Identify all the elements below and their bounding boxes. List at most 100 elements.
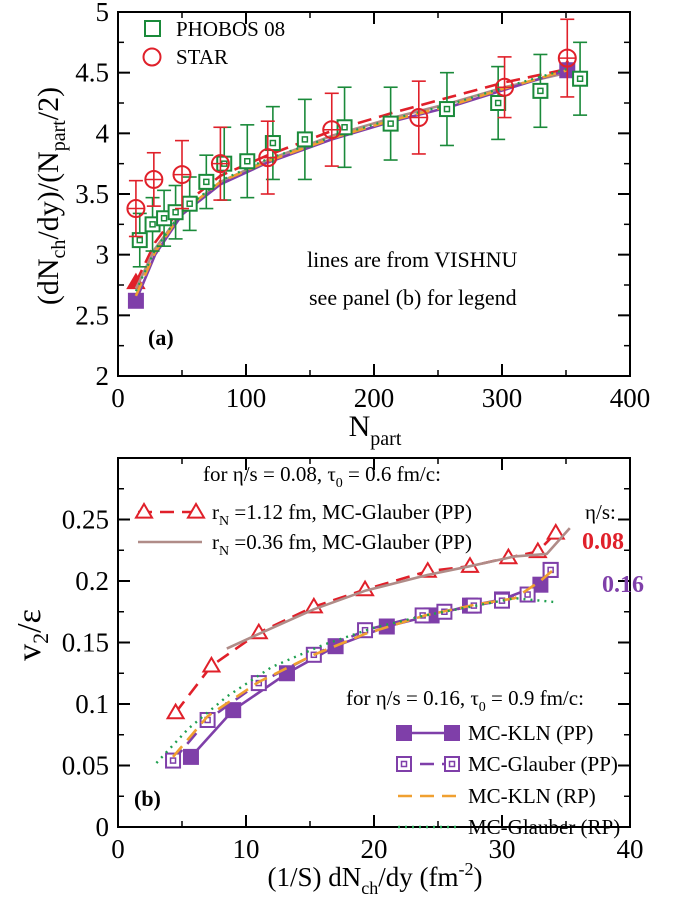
panel-a-annotation-2: see panel (b) for legend [309, 285, 517, 310]
legend-rn112-label: rN =1.12 fm, MC-Glauber (PP) [212, 500, 472, 529]
a-series-0-point-5-inner [203, 178, 210, 186]
legend-star-marker [142, 47, 162, 67]
legend-rn036-label: rN =0.36 fm, MC-Glauber (PP) [212, 530, 472, 559]
legend-rn112-sample [134, 502, 206, 519]
b-header-mid-main: for η/s = 0.16, τ [346, 686, 479, 710]
a-series-0-point-0 [131, 232, 148, 249]
b-xtick-label-1: 10 [233, 834, 260, 864]
a-series-0-point-11-inner [387, 120, 394, 127]
b-series-3-point-0 [165, 752, 182, 769]
b-xlabel-part-4: -2 [459, 859, 474, 879]
b-ytick-label-4: 0.2 [75, 566, 109, 596]
leg-b0-sample-m2 [186, 502, 206, 519]
panel-a-x-axis-label: Npart [349, 410, 402, 450]
panel-a-annotation-1: lines are from VISHNU [307, 247, 517, 272]
legend-rn112-sub: N [219, 514, 229, 529]
leg-b3-sample-m1 [396, 756, 412, 772]
legend-rn036-r: r [212, 530, 219, 554]
b-header-top-main: for η/s = 0.08, τ [203, 462, 336, 486]
eta-value-016: 0.16 [602, 572, 644, 598]
b-xtick-label-2: 20 [361, 834, 388, 864]
a-series-0-point-12-inner [443, 105, 451, 113]
a-ytick-label-3: 3.5 [75, 179, 109, 209]
b-ytick-label-0: 0 [96, 812, 110, 842]
a-ytick-label-1: 2.5 [75, 300, 109, 330]
a-series-0-point-13 [490, 95, 507, 111]
a-xtick-label-3: 300 [482, 383, 523, 413]
a-series-5-line [134, 68, 568, 297]
legend-mcKLN-pp-sample [396, 725, 460, 741]
b-xtick-label-4: 40 [617, 834, 644, 864]
a-series-0-point-9 [296, 131, 313, 148]
a-ylabel-part-2: ch [48, 240, 70, 259]
a-series-0-point-8-inner [269, 139, 277, 147]
b-header-top-sub: 0 [336, 476, 343, 491]
b-xlabel-part-3: /dy (fm [378, 862, 458, 892]
b-ytick-label-1: 0.05 [62, 751, 109, 781]
a-series-0-point-2-inner [160, 215, 168, 222]
a-series-0-point-14 [532, 82, 549, 99]
legend-phobos-marker [144, 20, 161, 37]
panel-a-ticks: 0 100 200 300 400 2 2.5 3 3.5 4 4.5 5 [75, 0, 650, 413]
a-series-0-point-7 [239, 153, 256, 170]
eta-title: η/s: [585, 500, 616, 524]
a-series-0-point-0-inner [136, 236, 144, 244]
b-series-0-line [174, 532, 557, 714]
b-xtick-label-3: 30 [489, 834, 516, 864]
b-series-3-point-4 [357, 622, 374, 639]
leg-b3-sample-m1-inner [400, 760, 408, 768]
a-xlabel-main: N [349, 410, 371, 443]
a-ytick-label-6: 5 [96, 0, 110, 27]
a-series-0-point-4-inner [186, 200, 193, 207]
b-series-2-point-1 [225, 702, 242, 719]
a-series-0-point-7-inner [244, 157, 251, 165]
a-xtick-label-4: 400 [610, 383, 651, 413]
panel-a-legend: PHOBOS 08 STAR [142, 17, 285, 69]
panel-b-x-axis-label: (1/S) dNch/dy (fm-2) [268, 859, 483, 898]
legend-rn036-sub: N [219, 544, 229, 559]
b-ylabel-sub: 2 [28, 633, 53, 644]
legend-mcGlauber-rp-label: MC-Glauber (RP) [468, 815, 620, 839]
a-series-0-point-15 [572, 70, 589, 87]
a-ylabel-part-1: (dN [32, 258, 65, 305]
legend-rn036-tail: =0.36 fm, MC-Glauber (PP) [229, 530, 472, 554]
legend-rn112-r: r [212, 500, 219, 524]
b-series-0-point-0 [165, 702, 186, 720]
leg-b3-sample-m2 [444, 756, 460, 772]
b-series-1-line [226, 527, 571, 650]
leg-b3-sample-m2-inner [448, 760, 456, 768]
legend-mcGlauber-pp-sample [396, 756, 460, 772]
b-xlabel-part-1: (1/S) dN [268, 862, 362, 892]
a-ytick-label-4: 4 [96, 118, 110, 148]
legend-star-label: STAR [176, 45, 228, 69]
b-ylabel-main: v [11, 644, 48, 661]
b-series-0-point-1 [201, 655, 222, 673]
b-xtick-label-0: 0 [111, 834, 125, 864]
panel-b-legend-top: rN =1.12 fm, MC-Glauber (PP) rN =0.36 fm… [134, 500, 472, 559]
a-xtick-label-0: 0 [111, 383, 125, 413]
panel-b-y-axis-label: v2/ε [11, 609, 53, 661]
panel-b-label: (b) [134, 786, 161, 811]
a-ylabel-part-3: /dy)/(N [32, 151, 65, 239]
b-series-0-point-9 [546, 523, 566, 540]
legend-mcGlauber-pp-label: MC-Glauber (PP) [468, 752, 618, 776]
b-series-2-point-2 [278, 665, 295, 682]
b-series-3-point-0-inner [169, 757, 177, 764]
a-series-0-point-5 [198, 173, 215, 190]
a-xtick-label-2: 200 [354, 383, 395, 413]
b-series-3-point-10 [542, 561, 559, 578]
b-series-4-line [172, 568, 555, 758]
panel-b-ticks: 0 10 20 30 40 0 0.05 0.1 0.15 0.2 0.25 [62, 458, 644, 864]
a-series-6-line [134, 67, 568, 292]
leg-b2-sample-m1 [396, 725, 412, 741]
panel-a-label: (a) [148, 325, 174, 350]
b-series-3-point-9-inner [524, 591, 531, 598]
panel-a-plot-area [126, 18, 589, 309]
b-ytick-label-5: 0.25 [62, 505, 109, 535]
b-header-mid-tail: = 0.9 fm/c: [486, 686, 584, 710]
a-ytick-label-0: 2 [96, 361, 110, 391]
a-series-0-point-14-inner [537, 87, 544, 95]
legend-mcKLN-pp-label: MC-KLN (PP) [468, 721, 593, 745]
